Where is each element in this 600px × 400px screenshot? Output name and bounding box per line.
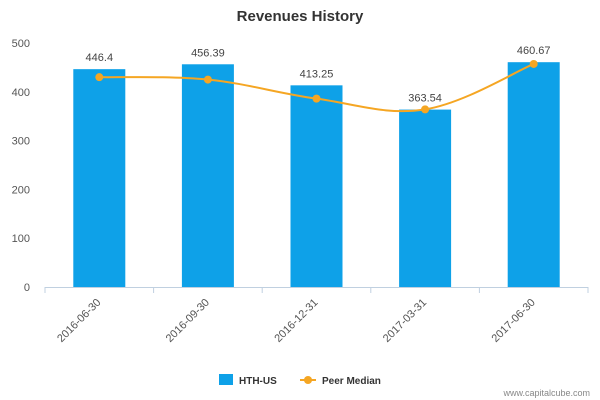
legend: HTH-US Peer Median [219,374,381,387]
bar-hth-us [290,85,343,287]
chart-title: Revenues History [237,8,364,25]
x-tick-label: 2016-12-31 [272,297,320,345]
legend-label-peer-median: Peer Median [322,376,381,387]
legend-swatch-hth-us [219,374,233,385]
peer-median-point [95,73,104,82]
peer-median-point [203,75,212,84]
bar-hth-us [181,64,234,287]
x-axis: 2016-06-30 2016-09-30 2016-12-31 2017-03-31… [44,287,589,345]
bar-hth-us [507,62,560,287]
bars-group [73,62,560,287]
y-tick-label: 400 [12,87,30,99]
bar-data-label: 446.4 [86,52,114,64]
bar-hth-us [73,69,126,287]
x-tick-label: 2016-06-30 [55,297,103,345]
y-tick-label: 100 [12,233,30,245]
y-axis: 0 100 200 300 400 500 [12,38,30,294]
peer-median-line-group [95,59,538,114]
x-tick-label: 2017-03-31 [381,297,429,345]
bar-hth-us [399,109,452,287]
peer-median-point [421,105,430,114]
bar-data-label: 413.25 [300,68,334,80]
bar-data-label: 456.39 [191,47,225,59]
credit-text: www.capitalcube.com [502,388,590,398]
x-tick-label: 2016-09-30 [164,297,212,345]
y-tick-label: 500 [12,38,30,50]
bar-data-label: 363.54 [408,93,442,105]
data-labels-group: 446.4 456.39 413.25 363.54 460.67 [86,45,551,104]
legend-label-hth-us: HTH-US [239,376,277,387]
y-tick-label: 0 [24,282,30,294]
x-tick-label: 2017-06-30 [490,297,538,345]
y-tick-label: 200 [12,184,30,196]
bar-data-label: 460.67 [517,45,551,57]
peer-median-point [312,94,321,103]
legend-swatch-peer-median-dot [304,376,312,384]
peer-median-point [529,59,538,68]
y-tick-label: 300 [12,136,30,148]
